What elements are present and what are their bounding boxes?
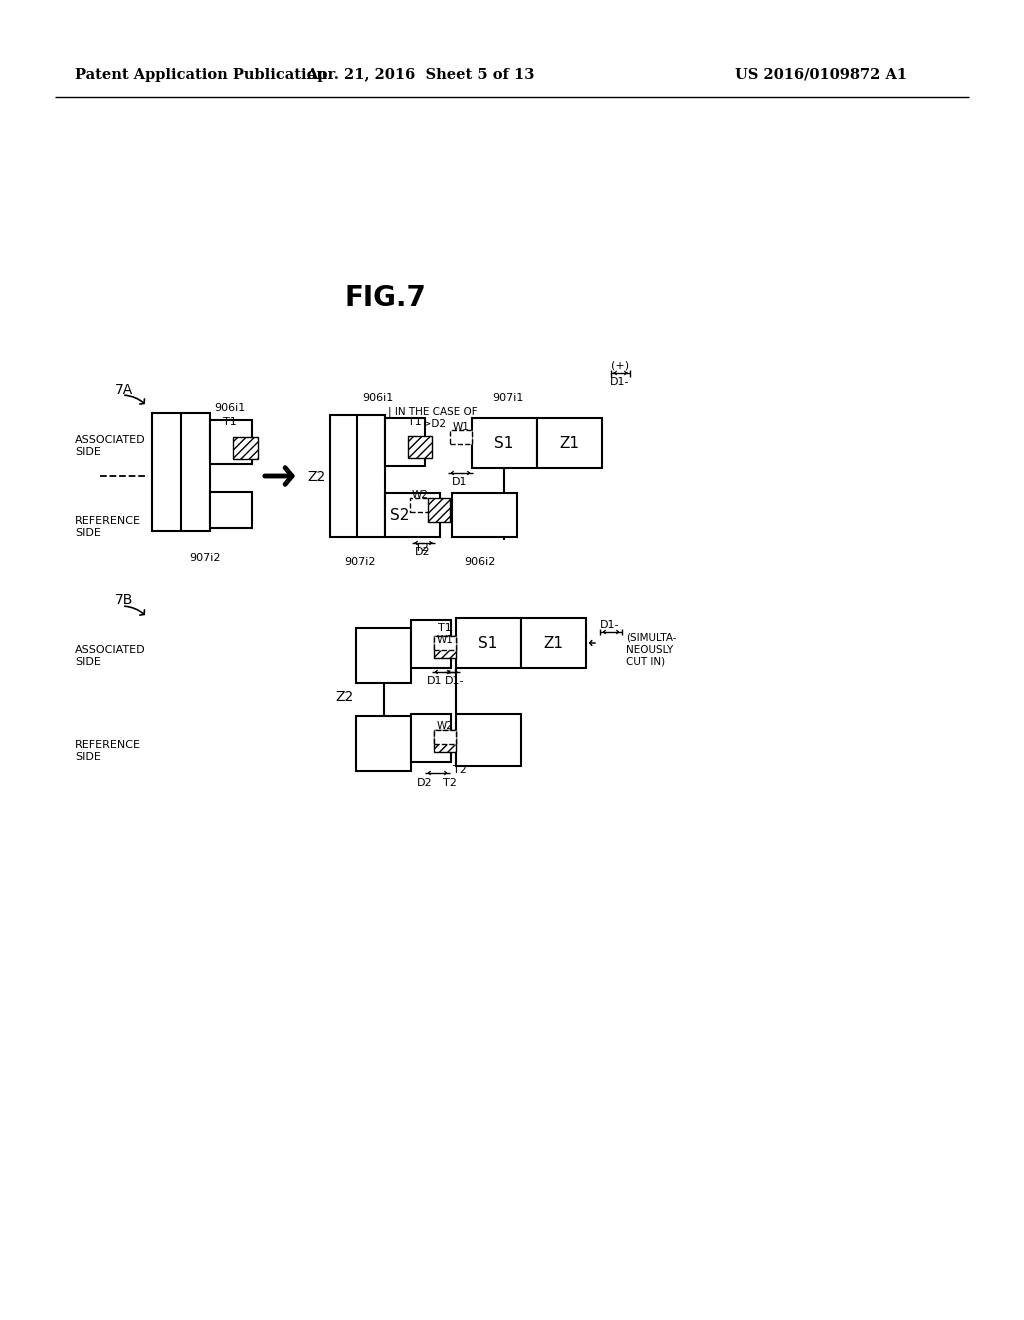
Bar [408,436,432,458]
Text: T1: T1 [438,623,452,634]
Bar [385,418,425,466]
Bar [210,420,252,465]
Text: 907i1: 907i1 [493,393,523,403]
Bar [428,498,450,521]
Text: D1-: D1- [600,620,620,630]
Text: 907i2: 907i2 [189,553,221,564]
Text: T2: T2 [453,766,467,775]
Text: D1>D2: D1>D2 [408,418,446,429]
Bar [411,714,451,762]
Text: REFERENCE: REFERENCE [75,741,141,750]
Text: S1: S1 [495,436,514,450]
Text: D2: D2 [415,546,431,557]
Bar [537,418,602,469]
Text: 907i2: 907i2 [344,557,376,568]
Text: 7A: 7A [115,383,133,397]
Text: SIDE: SIDE [75,657,101,667]
Text: D2: D2 [417,777,433,788]
Text: T1: T1 [409,417,422,426]
Text: D1-: D1- [445,676,465,686]
Text: Z1: Z1 [543,635,563,651]
Bar [452,492,517,537]
Bar [233,437,258,459]
Text: W2: W2 [436,721,454,731]
Text: Patent Application Publication: Patent Application Publication [75,69,327,82]
Text: US 2016/0109872 A1: US 2016/0109872 A1 [735,69,907,82]
Text: CUT IN): CUT IN) [626,657,666,667]
Text: 7B: 7B [115,593,133,607]
Bar [456,618,521,668]
Bar [410,498,430,512]
Bar [411,620,451,668]
Text: W1: W1 [453,422,469,432]
Bar [472,418,537,469]
Bar [356,715,411,771]
Text: W1: W1 [436,635,454,645]
Text: ASSOCIATED: ASSOCIATED [75,436,145,445]
Bar [456,714,521,766]
Text: Z2: Z2 [308,470,326,484]
Text: REFERENCE: REFERENCE [75,516,141,525]
Text: Apr. 21, 2016  Sheet 5 of 13: Apr. 21, 2016 Sheet 5 of 13 [306,69,535,82]
Text: (+): (+) [611,360,629,370]
Text: S1: S1 [478,635,498,651]
Text: S2: S2 [390,508,410,524]
Bar [450,430,472,444]
Bar [434,636,456,649]
Text: D1-: D1- [610,378,630,387]
Text: ASSOCIATED: ASSOCIATED [75,645,145,655]
Text: 906i1: 906i1 [214,403,246,413]
Text: T2: T2 [415,543,429,553]
Bar [330,414,385,537]
Text: SIDE: SIDE [75,447,101,457]
Bar [210,492,252,528]
Text: T2: T2 [443,777,457,788]
Text: SIDE: SIDE [75,752,101,762]
Text: T1: T1 [223,417,237,426]
Bar [434,636,456,657]
Text: 906i2: 906i2 [464,557,496,568]
Text: | IN THE CASE OF: | IN THE CASE OF [388,407,477,417]
Bar [521,618,586,668]
Bar [356,628,411,682]
Text: W2: W2 [412,490,428,500]
Bar [152,413,210,531]
Text: FIG.7: FIG.7 [344,284,426,312]
Text: 906i1: 906i1 [362,393,393,403]
Bar [434,730,456,752]
Bar [434,730,456,744]
Text: D1: D1 [427,676,442,686]
Text: (SIMULTA-: (SIMULTA- [626,634,677,643]
Text: NEOUSLY: NEOUSLY [626,645,673,655]
Text: Z1: Z1 [559,436,579,450]
Text: Z2: Z2 [335,690,353,704]
Text: SIDE: SIDE [75,528,101,539]
Bar [385,492,440,537]
Text: D1: D1 [453,477,468,487]
